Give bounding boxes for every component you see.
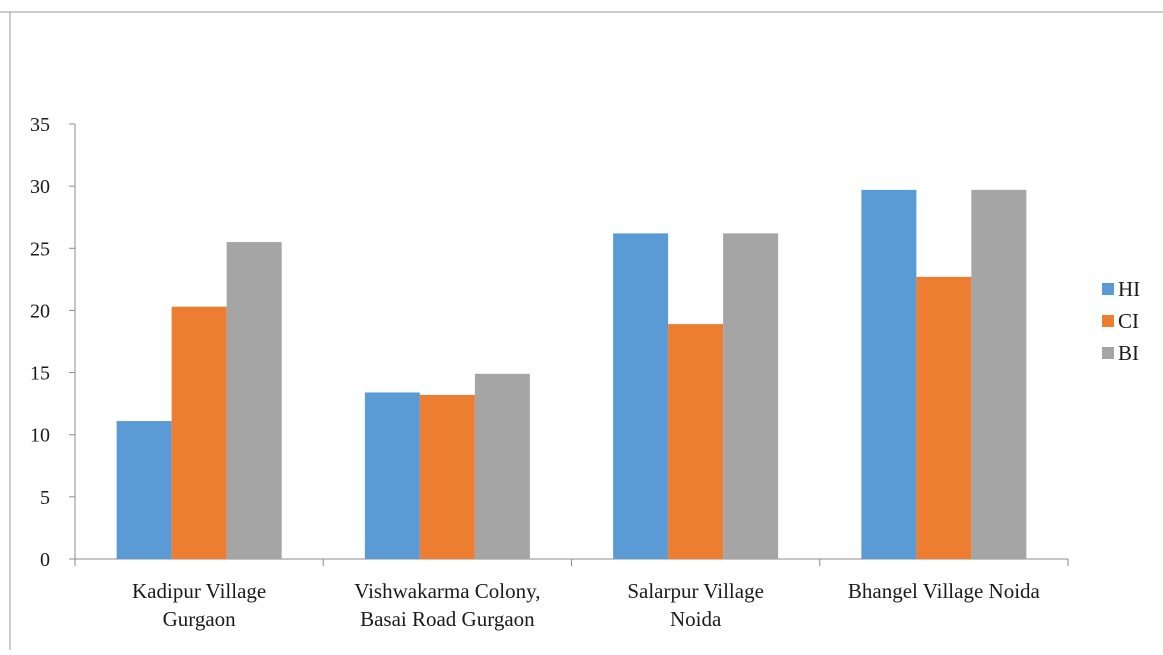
bar-bi — [226, 242, 282, 560]
y-tick-label: 20 — [30, 300, 50, 322]
bar-hi — [364, 392, 420, 559]
bar-hi — [613, 233, 669, 559]
legend-label-bi: BI — [1118, 341, 1139, 365]
bar-bi — [474, 373, 530, 559]
bar-hi — [861, 189, 917, 559]
y-tick-label: 10 — [30, 425, 50, 447]
bar-ci — [419, 394, 475, 559]
legend-swatch-bi — [1102, 347, 1114, 359]
x-category-label: Basai Road Gurgaon — [360, 607, 535, 631]
x-category-label: Vishwakarma Colony, — [354, 579, 540, 603]
x-category-label: Kadipur Village — [132, 579, 266, 603]
legend-label-hi: HI — [1118, 277, 1140, 301]
bar-ci — [171, 306, 227, 559]
bar-bi — [971, 189, 1027, 559]
x-category-label: Bhangel Village Noida — [848, 579, 1041, 603]
legend-swatch-hi — [1102, 283, 1114, 295]
bar-ci — [668, 324, 724, 559]
y-tick-label: 25 — [30, 238, 50, 260]
bar-ci — [916, 276, 972, 559]
y-tick-label: 0 — [40, 549, 50, 571]
y-tick-label: 35 — [30, 114, 50, 136]
bar-hi — [116, 421, 172, 559]
plot-area: 0 5 10 15 20 25 30 35 Kadipur Village Gurgaon Vish… — [30, 114, 1069, 631]
x-category-label: Gurgaon — [163, 607, 237, 631]
bar-bi — [723, 233, 779, 559]
legend-label-ci: CI — [1118, 309, 1139, 333]
x-category-label: Salarpur Village — [627, 579, 764, 603]
legend: HI CI BI — [1102, 277, 1140, 365]
legend-swatch-ci — [1102, 315, 1114, 327]
x-category-label: Noida — [670, 607, 722, 631]
y-tick-label: 30 — [30, 176, 50, 198]
y-tick-label: 15 — [30, 363, 50, 385]
y-tick-label: 5 — [40, 487, 50, 509]
